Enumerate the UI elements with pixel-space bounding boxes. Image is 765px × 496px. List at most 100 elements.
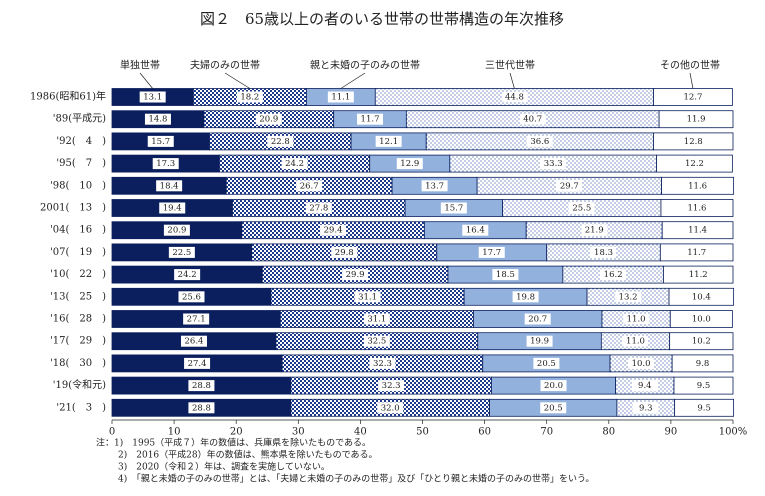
value-label: 19.9 — [530, 337, 549, 347]
value-label-box — [188, 380, 215, 392]
value-label: 22.5 — [172, 248, 191, 258]
category-label: 1986(昭和61)年 — [30, 90, 106, 103]
value-label: 16.4 — [466, 226, 485, 236]
value-label: 20.5 — [537, 359, 556, 369]
value-label-box — [168, 246, 195, 258]
value-label-box — [683, 246, 710, 258]
note: 4) 「親と未婚の子のみの世帯」とは、「夫婦と未婚の子のみの世帯」及び「ひとり親… — [118, 473, 594, 485]
legend-label: 単独世帯 — [120, 59, 160, 72]
value-label-box — [683, 202, 710, 214]
value-label: 12.7 — [683, 93, 702, 103]
legend-leader — [689, 72, 694, 89]
value-label-box — [688, 291, 715, 303]
value-label: 31.1 — [358, 292, 377, 302]
note: 3) 2020（令和２）年は、調査を実施していない。 — [118, 461, 330, 473]
category-label: '18( 30 ) — [50, 358, 106, 369]
legend-leader — [139, 72, 153, 89]
value-label-box — [320, 224, 347, 236]
value-label: 11.1 — [331, 93, 350, 103]
value-label: 9.5 — [697, 403, 711, 413]
value-label-box — [581, 224, 608, 236]
value-label: 13.7 — [425, 181, 444, 191]
value-label-box — [683, 113, 710, 125]
category-label: '98( 10 ) — [50, 180, 106, 191]
x-tick-label: 10 — [168, 427, 181, 438]
value-label: 26.7 — [300, 181, 319, 191]
value-label-box — [478, 246, 505, 258]
value-label: 11.6 — [688, 204, 707, 214]
x-tick-label: 0 — [109, 427, 115, 438]
value-label: 10.0 — [632, 359, 651, 369]
value-label: 36.6 — [530, 137, 549, 147]
x-tick-label: 50 — [416, 427, 429, 438]
value-label: 11.7 — [361, 115, 380, 125]
category-label: '13( 25 ) — [50, 291, 106, 302]
value-label: 25.6 — [182, 292, 201, 302]
value-label: 27.1 — [187, 315, 206, 325]
value-label-box — [331, 246, 358, 258]
value-label: 15.7 — [151, 137, 170, 147]
value-label-box — [152, 158, 179, 170]
value-label-box — [590, 246, 617, 258]
value-label: 9.4 — [638, 381, 652, 391]
value-label-box — [556, 180, 583, 192]
value-label: 44.8 — [505, 93, 524, 103]
legend-label: その他の世帯 — [660, 59, 720, 72]
value-label-box — [147, 135, 174, 147]
value-label-box — [623, 313, 650, 325]
value-label-box — [188, 402, 215, 414]
value-label-box — [180, 335, 207, 347]
value-label-box — [357, 113, 384, 125]
value-label: 9.8 — [696, 359, 710, 369]
value-label: 29.8 — [335, 248, 354, 258]
x-tick-label: 40 — [354, 427, 367, 438]
category-label: '04( 16 ) — [50, 225, 106, 236]
value-label-box — [688, 313, 715, 325]
value-label-box — [568, 202, 595, 214]
value-label-box — [526, 135, 553, 147]
value-label-box — [691, 402, 718, 414]
value-label-box — [519, 113, 546, 125]
value-label: 28.8 — [192, 381, 211, 391]
value-label: 18.4 — [160, 181, 179, 191]
value-label: 19.8 — [516, 292, 535, 302]
x-tick-label: 90 — [665, 427, 678, 438]
value-label-box — [501, 91, 528, 103]
value-label: 11.0 — [626, 337, 645, 347]
value-label: 10.2 — [692, 337, 711, 347]
value-label-box — [369, 357, 396, 369]
value-label-box — [512, 291, 539, 303]
value-label: 12.8 — [684, 137, 703, 147]
category-label: '89(平成元) — [53, 113, 106, 125]
value-label-box — [540, 402, 567, 414]
value-label: 33.3 — [544, 159, 563, 169]
value-label: 24.2 — [178, 270, 197, 280]
value-label: 16.2 — [604, 270, 623, 280]
value-label-box — [236, 91, 263, 103]
value-label: 11.7 — [687, 248, 706, 258]
value-label: 29.9 — [346, 270, 365, 280]
value-label: 19.4 — [163, 204, 182, 214]
value-label-box — [139, 91, 166, 103]
value-label-box — [690, 380, 717, 392]
value-label-box — [540, 158, 567, 170]
value-label-box — [296, 180, 323, 192]
legend-label: 親と未婚の子のみの世帯 — [310, 59, 420, 72]
value-label-box — [156, 180, 183, 192]
value-label-box — [492, 269, 519, 281]
value-label-box — [281, 158, 308, 170]
value-label: 20.9 — [167, 226, 186, 236]
value-label-box — [255, 113, 282, 125]
category-label: 2001( 13 ) — [40, 203, 106, 214]
value-label-box — [375, 135, 402, 147]
value-label: 12.2 — [685, 159, 704, 169]
value-label-box — [628, 357, 655, 369]
value-label-box — [267, 135, 294, 147]
value-label: 11.0 — [627, 315, 646, 325]
value-label-box — [688, 335, 715, 347]
value-label: 28.8 — [192, 403, 211, 413]
value-label-box — [184, 357, 211, 369]
value-label: 17.3 — [156, 159, 175, 169]
value-label-box — [680, 135, 707, 147]
